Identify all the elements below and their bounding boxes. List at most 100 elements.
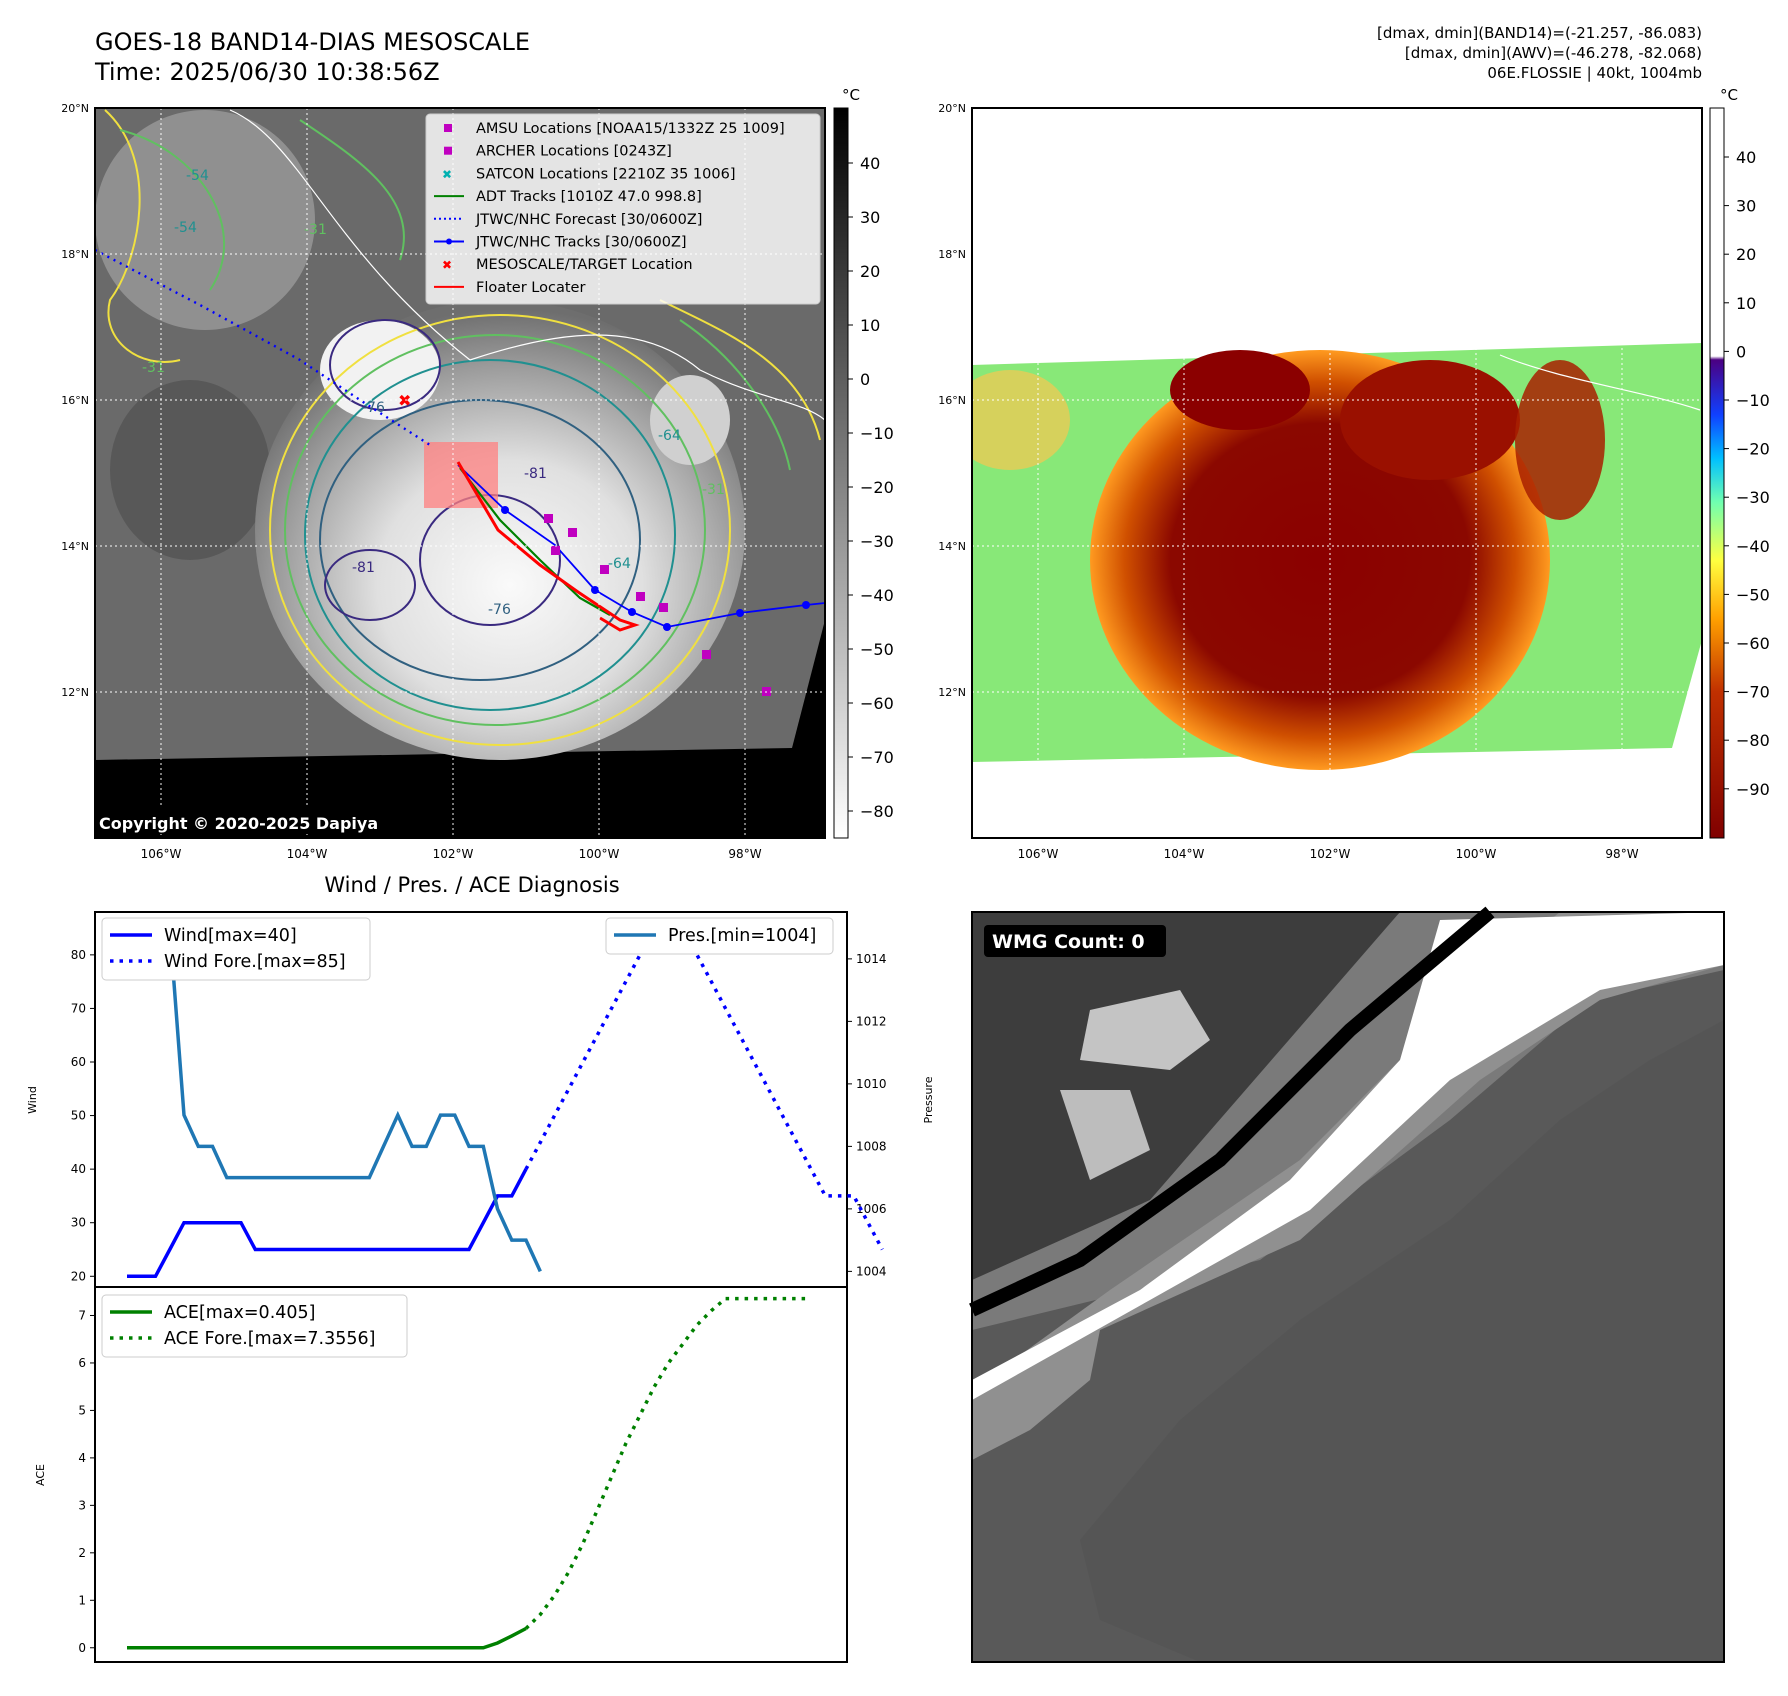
- svg-text:-31: -31: [142, 360, 165, 376]
- colorbar-tick-label: 0: [1736, 342, 1746, 361]
- awv-map-frame: [971, 107, 1703, 839]
- ir-map-lon-label: 98°W: [728, 847, 761, 861]
- legend-label: Wind[max=40]: [164, 926, 297, 946]
- ir-map-lat-label: 18°N: [61, 248, 89, 261]
- colorbar-tick-label: −60: [860, 694, 894, 713]
- y-tick-label: 30: [71, 1216, 86, 1230]
- y-tick-label: 80: [71, 948, 86, 962]
- figure-time: Time: 2025/06/30 10:38:56Z: [94, 58, 440, 86]
- awv-map-lat-label: 18°N: [938, 248, 966, 261]
- colorbar-tick-label: 30: [860, 208, 880, 227]
- colorbar-tick-label: −30: [1736, 488, 1770, 507]
- svg-text:-54: -54: [186, 168, 209, 184]
- info-band14: [dmax, dmin](BAND14)=(-21.257, -86.083): [1377, 24, 1702, 42]
- ir-map-lat-label: 20°N: [61, 102, 89, 115]
- ir-map-lon-label: 100°W: [579, 847, 620, 861]
- svg-text:-54: -54: [174, 220, 197, 236]
- awv-map-lat-label: 20°N: [938, 102, 966, 115]
- target-location-marker: ✖: [398, 391, 411, 410]
- awv-map-lon-label: 98°W: [1605, 847, 1638, 861]
- legend-item: JTWC/NHC Tracks [30/0600Z]: [434, 235, 687, 251]
- ir-colorbar: °C 40 30 20 10 0 −10 −20 −30 −40 −50 −60 −70 −80: [833, 86, 894, 839]
- y-tick-label: 6: [78, 1356, 86, 1370]
- wind-pressure-chart: 20 30 40 50 60 70 80 1004 1006 1008 1010 1012 1014 Wi…: [71, 911, 887, 1288]
- copyright-text: Copyright © 2020-2025 Dapiya: [99, 814, 378, 833]
- y-tick-label: 1: [78, 1593, 86, 1607]
- series-line: [127, 1168, 528, 1279]
- wmg-count: WMG Count: 0: [992, 931, 1145, 953]
- legend-label: ARCHER Locations [0243Z]: [476, 144, 672, 160]
- colorbar-tick-label: 20: [860, 262, 880, 281]
- svg-text:-31: -31: [304, 222, 327, 238]
- y-tick-label: 40: [71, 1162, 86, 1176]
- ace-chart: 0 1 2 3 4 5 6 7 ACE[max=0.405] ACE Fore.[max=7.35…: [78, 1286, 848, 1663]
- wmg-panel: WMG Count: 0: [969, 906, 1725, 1663]
- colorbar-tick-label: −80: [1736, 731, 1770, 750]
- legend-item: ✖ SATCON Locations [2210Z 35 1006]: [442, 166, 735, 182]
- colorbar-tick-label: −40: [1736, 537, 1770, 556]
- y-tick-label: 2: [78, 1546, 86, 1560]
- y-tick-label: 60: [71, 1055, 86, 1069]
- legend-label: JTWC/NHC Forecast [30/0600Z]: [475, 212, 702, 228]
- y-tick-label: 20: [71, 1269, 86, 1283]
- colorbar-tick-label: 40: [860, 154, 880, 173]
- colorbar-tick-label: 30: [1736, 197, 1756, 216]
- legend-label: ADT Tracks [1010Z 47.0 998.8]: [476, 189, 702, 205]
- legend-item: ARCHER Locations [0243Z]: [444, 144, 672, 160]
- colorbar-tick-label: −10: [1736, 391, 1770, 410]
- legend-x-icon: ✖: [442, 258, 452, 272]
- legend-label: MESOSCALE/TARGET Location: [476, 257, 693, 273]
- colorbar-tick-label: −90: [1736, 780, 1770, 799]
- legend-item: AMSU Locations [NOAA15/1332Z 25 1009]: [444, 121, 785, 137]
- y2-tick-label: 1014: [856, 952, 887, 966]
- colorbar-tick-label: −50: [860, 640, 894, 659]
- y2-tick-label: 1010: [856, 1077, 887, 1091]
- y2-tick-label: 1008: [856, 1139, 887, 1153]
- ace-axis-label: ACE: [34, 1464, 47, 1486]
- colorbar-tick-label: −20: [1736, 440, 1770, 459]
- legend-label: Pres.[min=1004]: [668, 926, 816, 946]
- floater-box: [424, 442, 498, 508]
- y-tick-label: 3: [78, 1498, 86, 1512]
- legend-label: AMSU Locations [NOAA15/1332Z 25 1009]: [476, 121, 785, 137]
- ir-map-lon-label: 102°W: [433, 847, 474, 861]
- colorbar-tick-label: −60: [1736, 634, 1770, 653]
- y2-tick-label: 1012: [856, 1014, 887, 1028]
- pressure-axis-label: Pressure: [922, 1076, 935, 1123]
- colorbar-tick-label: −70: [1736, 683, 1770, 702]
- legend-item: Floater Locater: [434, 280, 585, 296]
- colorbar-tick-label: −50: [1736, 585, 1770, 604]
- y-tick-label: 70: [71, 1001, 86, 1015]
- awv-map-lon-label: 104°W: [1164, 847, 1205, 861]
- ir-map-lon-label: 106°W: [141, 847, 182, 861]
- legend-item: ADT Tracks [1010Z 47.0 998.8]: [434, 189, 702, 205]
- diagnosis-title: Wind / Pres. / ACE Diagnosis: [324, 873, 619, 897]
- awv-colorbar-unit: °C: [1720, 86, 1738, 104]
- ir-map-lat-label: 14°N: [61, 540, 89, 553]
- awv-map-gridlines: [972, 108, 1702, 838]
- svg-text:-31: -31: [702, 482, 725, 498]
- colorbar-tick-label: −70: [860, 748, 894, 767]
- legend-label: SATCON Locations [2210Z 35 1006]: [476, 166, 735, 182]
- series-line: [524, 926, 884, 1251]
- y-tick-label: 4: [78, 1451, 86, 1465]
- colorbar-tick-label: 20: [1736, 245, 1756, 264]
- y-tick-label: 5: [78, 1403, 86, 1417]
- ir-map-lat-label: 12°N: [61, 686, 89, 699]
- ir-map-lat-label: 16°N: [61, 394, 89, 407]
- awv-map-axis-labels: 20°N 18°N 16°N 14°N 12°N 106°W 104°W 102°W 100°W…: [938, 102, 1638, 861]
- legend-label: Wind Fore.[max=85]: [164, 952, 346, 972]
- ir-map-axis-labels: 20°N 18°N 16°N 14°N 12°N 106°W 104°W 102°W 100°W…: [61, 102, 761, 861]
- y2-tick-label: 1006: [856, 1202, 887, 1216]
- series-line: [127, 925, 542, 1273]
- svg-text:-81: -81: [524, 466, 547, 482]
- awv-map-lat-label: 14°N: [938, 540, 966, 553]
- awv-map: 20°N 18°N 16°N 14°N 12°N 106°W 104°W 102°W 100°W…: [938, 102, 1703, 861]
- svg-text:-76: -76: [488, 602, 511, 618]
- wmg-white-band: [972, 912, 1724, 1400]
- y-tick-label: 7: [78, 1308, 86, 1322]
- colorbar-tick-label: 10: [860, 316, 880, 335]
- svg-text:-81: -81: [352, 560, 375, 576]
- contour-labels: -54 -54 -31 -31 -76 -81 -81 -76 -64 -64 …: [142, 168, 725, 618]
